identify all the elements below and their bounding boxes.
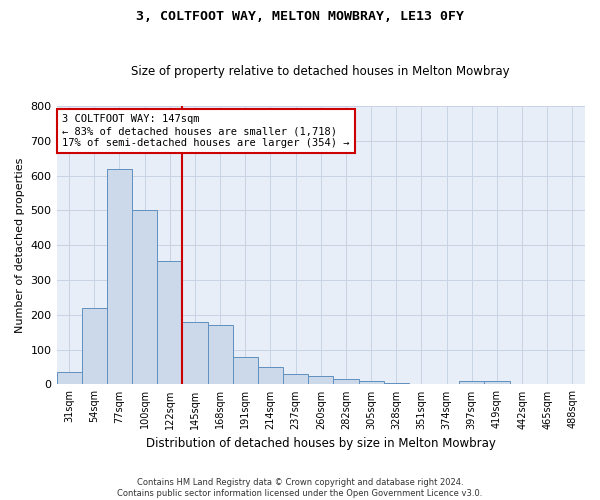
Bar xyxy=(334,379,359,384)
Bar xyxy=(182,322,208,384)
Bar xyxy=(308,376,334,384)
Bar xyxy=(233,356,258,384)
X-axis label: Distribution of detached houses by size in Melton Mowbray: Distribution of detached houses by size … xyxy=(146,437,496,450)
Bar xyxy=(283,374,308,384)
Text: Contains HM Land Registry data © Crown copyright and database right 2024.
Contai: Contains HM Land Registry data © Crown c… xyxy=(118,478,482,498)
Bar xyxy=(82,308,107,384)
Bar xyxy=(208,326,233,384)
Bar xyxy=(258,367,283,384)
Text: 3 COLTFOOT WAY: 147sqm
← 83% of detached houses are smaller (1,718)
17% of semi-: 3 COLTFOOT WAY: 147sqm ← 83% of detached… xyxy=(62,114,349,148)
Bar xyxy=(459,381,484,384)
Bar xyxy=(56,372,82,384)
Bar xyxy=(132,210,157,384)
Bar xyxy=(359,381,383,384)
Text: 3, COLTFOOT WAY, MELTON MOWBRAY, LE13 0FY: 3, COLTFOOT WAY, MELTON MOWBRAY, LE13 0F… xyxy=(136,10,464,23)
Bar xyxy=(157,261,182,384)
Title: Size of property relative to detached houses in Melton Mowbray: Size of property relative to detached ho… xyxy=(131,66,510,78)
Bar xyxy=(383,382,409,384)
Bar xyxy=(484,381,509,384)
Y-axis label: Number of detached properties: Number of detached properties xyxy=(15,158,25,333)
Bar xyxy=(107,168,132,384)
